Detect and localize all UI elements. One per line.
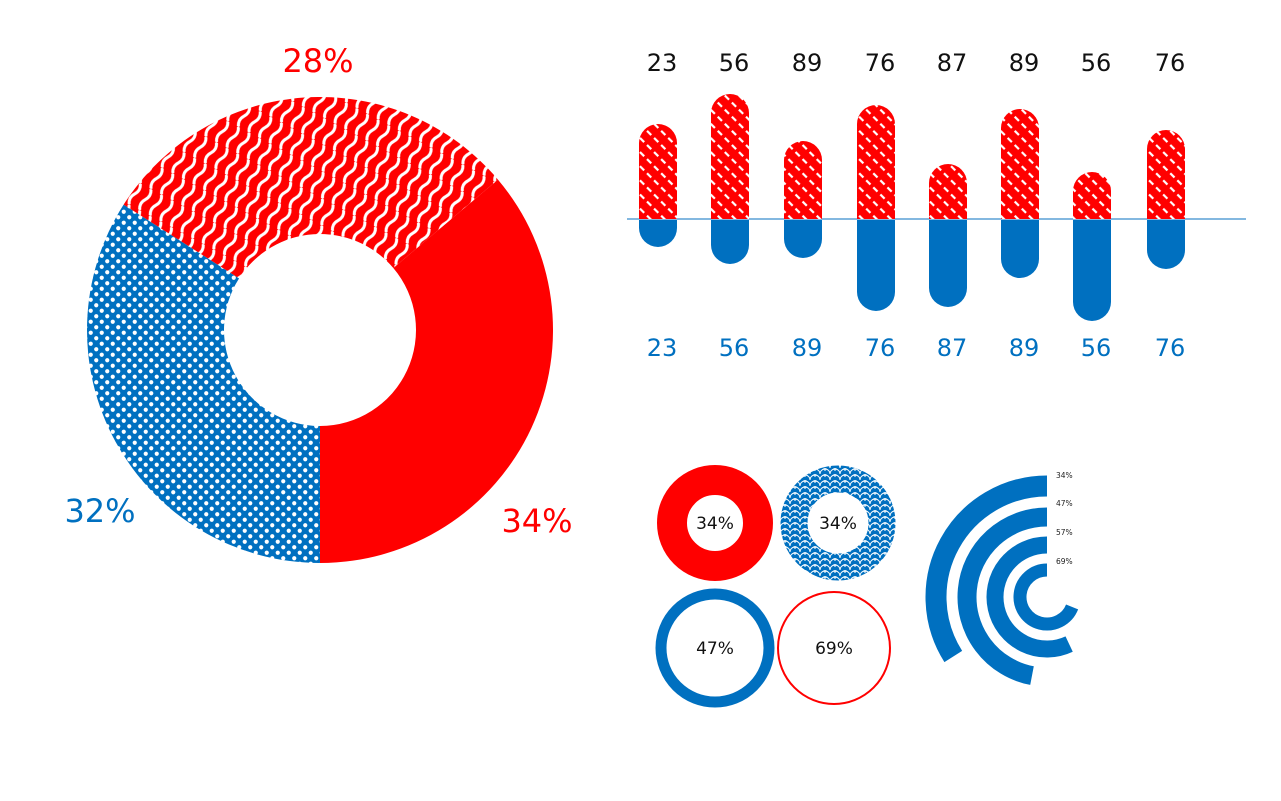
bar-down	[929, 220, 967, 307]
donut-slice-label: 32%	[64, 492, 135, 530]
bar-down-value: 23	[647, 334, 678, 362]
radial-bar	[957, 507, 1048, 685]
bar-down	[639, 220, 677, 247]
bar-up	[711, 94, 749, 219]
ring-label: 34%	[696, 514, 734, 534]
bar-up-value: 76	[1155, 49, 1186, 77]
radial-bar-chart: 34% 47% 57% 69%	[925, 471, 1079, 685]
bar-down	[1001, 220, 1039, 278]
bar-down-value: 56	[719, 334, 750, 362]
bar-up-value: 56	[1081, 49, 1112, 77]
bar-down	[711, 220, 749, 264]
donut-slice	[320, 179, 553, 563]
bar-down-value: 89	[792, 334, 823, 362]
radial-bar-label: 34%	[1056, 471, 1073, 480]
radial-bar-label: 47%	[1056, 499, 1073, 508]
ring-donut	[780, 465, 896, 581]
bar-up-value: 89	[1009, 49, 1040, 77]
bar-up	[1001, 109, 1039, 219]
bar-down-value: 87	[937, 334, 968, 362]
bar-up	[929, 164, 967, 219]
bar-up	[1147, 130, 1185, 219]
diverging-bar-chart: 23 23 56 56 89 89 76 76 87 87 89 89 56 56 76 76	[627, 49, 1246, 362]
donut-slice	[123, 96, 498, 279]
bar-down	[784, 220, 822, 258]
bar-down	[1147, 220, 1185, 269]
donut-slice	[86, 204, 320, 563]
ring-donut	[777, 591, 891, 705]
bar-down-value: 56	[1081, 334, 1112, 362]
bar-up	[1073, 172, 1111, 219]
bar-down-value: 89	[1009, 334, 1040, 362]
bar-up-value: 89	[792, 49, 823, 77]
bar-up	[784, 141, 822, 219]
ring-label: 47%	[696, 639, 734, 659]
radial-bar	[1013, 563, 1079, 631]
donut-slice-label: 34%	[501, 502, 572, 540]
bar-down-value: 76	[1155, 334, 1186, 362]
ring-label: 34%	[819, 514, 857, 534]
donut-chart: 34% 32% 28%	[64, 42, 573, 563]
bar-up-value: 56	[719, 49, 750, 77]
ring-donut	[657, 465, 773, 581]
radial-bar	[986, 536, 1073, 658]
ring-donut	[655, 588, 775, 708]
donut-slice-label: 28%	[282, 42, 353, 80]
radial-bar-label: 69%	[1056, 557, 1073, 566]
bar-up-value: 23	[647, 49, 678, 77]
bar-down-value: 76	[865, 334, 896, 362]
bar-up-value: 76	[865, 49, 896, 77]
bar-up-value: 87	[937, 49, 968, 77]
bar-up	[639, 124, 677, 219]
bar-down	[1073, 220, 1111, 321]
ring-label: 69%	[815, 639, 853, 659]
bar-down	[857, 220, 895, 311]
radial-bar-label: 57%	[1056, 528, 1073, 537]
ring-grid: 34% 34% 47% 69%	[655, 465, 896, 708]
radial-bar	[925, 475, 1048, 663]
bar-up	[857, 105, 895, 219]
